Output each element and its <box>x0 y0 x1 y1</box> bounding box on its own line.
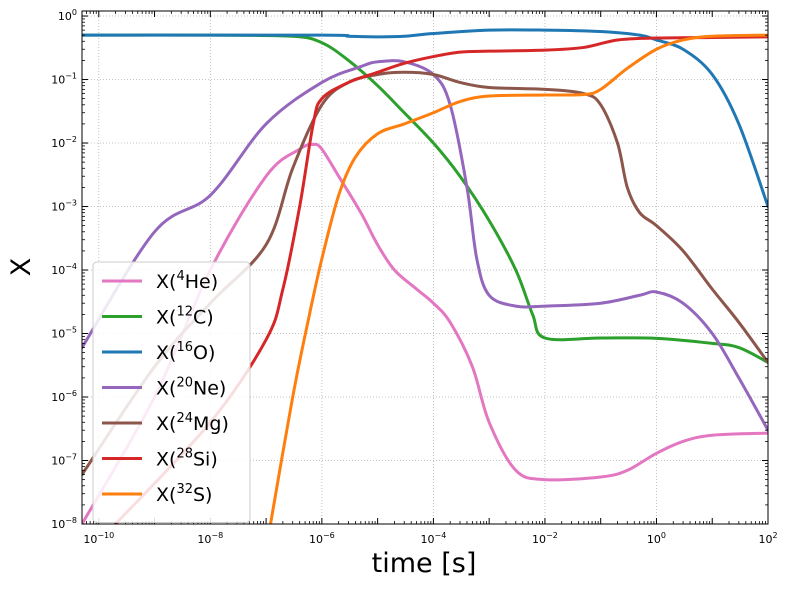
legend-label-x-28si: X(28Si) <box>156 447 218 471</box>
legend-label-x-20ne: X(20Ne) <box>156 376 226 400</box>
x-tick-label: 10−8 <box>197 531 223 546</box>
series-line-x-12c <box>82 33 768 364</box>
legend-label-x-32s: X(32S) <box>156 482 212 506</box>
y-tick-label: 10−5 <box>51 326 77 341</box>
x-tick-label: 10−4 <box>420 531 446 546</box>
y-tick-label: 10−3 <box>51 199 77 214</box>
legend: X(4He) X(12C) X(16O) X(20Ne) X(24Mg) X(28Si) X… <box>92 261 251 523</box>
y-tick-label: 10−1 <box>51 72 77 87</box>
y-tick-label: 10−7 <box>51 453 77 468</box>
axes <box>81 10 769 525</box>
series-line-x-24mg <box>82 70 768 477</box>
x-tick-label: 10−6 <box>309 531 335 546</box>
x-axis-title: time [s] <box>372 548 477 579</box>
series-line-x-32s <box>269 33 768 524</box>
series-lines <box>82 28 768 524</box>
series-line-x-28si <box>114 35 768 524</box>
y-tick-label: 10−6 <box>51 389 77 404</box>
x-tick-label: 100 <box>647 531 666 546</box>
series-line-x-20ne <box>82 59 768 432</box>
x-tick-label: 102 <box>758 531 777 546</box>
x-tick-label: 10−10 <box>83 531 114 546</box>
legend-label-x-12c: X(12C) <box>156 305 214 329</box>
y-tick-label: 10−4 <box>51 262 77 277</box>
series-line-x-16o <box>82 28 768 209</box>
legend-label-x-16o: X(16O) <box>156 340 215 364</box>
legend-label-x-24mg: X(24Mg) <box>156 411 229 435</box>
legend-label-x-4he: X(4He) <box>156 269 218 293</box>
tick-labels: 10−10 10−8 10−6 10−4 10−2 100 102 10−8 10−7 10−6 1… <box>51 8 777 546</box>
y-axis-title: X <box>6 258 37 277</box>
y-tick-label: 100 <box>58 8 77 23</box>
y-tick-label: 10−8 <box>51 516 77 531</box>
x-tick-label: 10−2 <box>532 531 558 546</box>
y-tick-label: 10−2 <box>51 135 77 150</box>
series-line-x-4he <box>82 142 768 524</box>
